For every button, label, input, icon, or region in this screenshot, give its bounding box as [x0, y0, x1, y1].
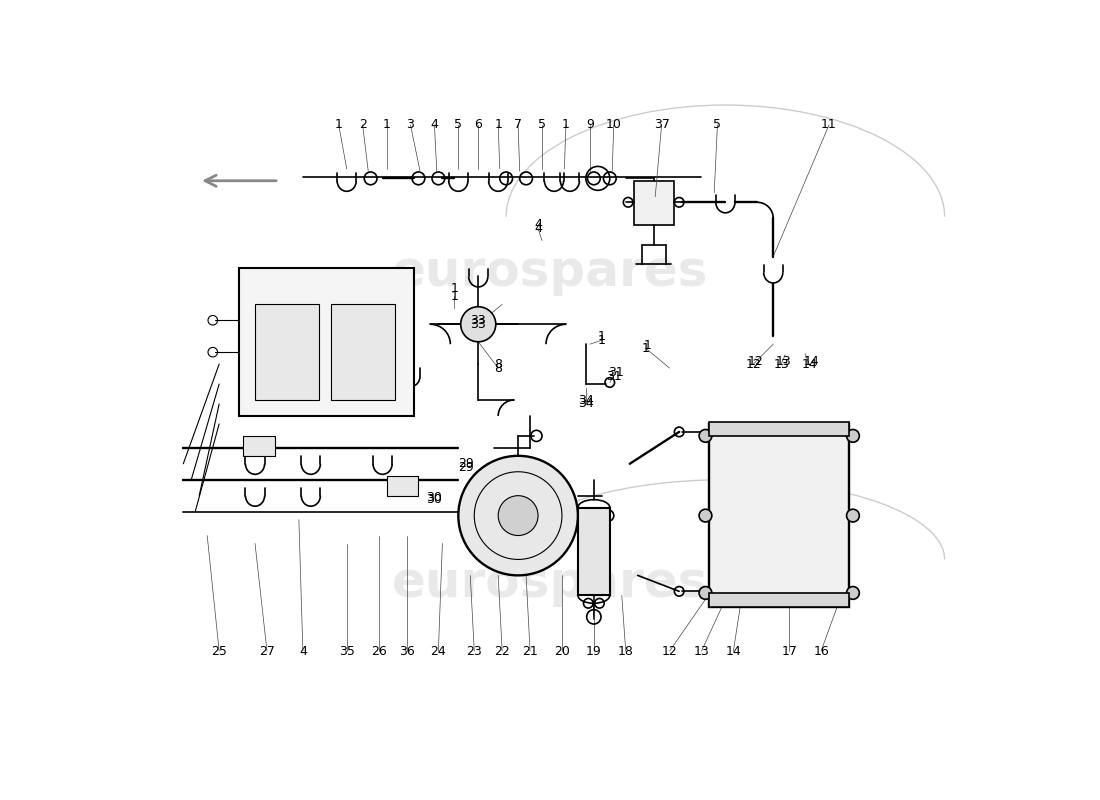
Text: 30: 30: [427, 490, 442, 504]
Text: 13: 13: [773, 358, 789, 370]
Text: 5: 5: [714, 118, 722, 131]
Text: 13: 13: [694, 645, 710, 658]
Circle shape: [700, 510, 712, 522]
Text: 34: 34: [578, 394, 594, 406]
Text: eurospares: eurospares: [392, 249, 708, 297]
Text: 28: 28: [258, 443, 275, 456]
Text: 22: 22: [494, 645, 510, 658]
Text: 14: 14: [801, 358, 817, 370]
Bar: [243, 436, 275, 456]
Text: 12: 12: [662, 645, 678, 658]
Text: 37: 37: [653, 118, 670, 131]
Text: 10: 10: [606, 118, 621, 131]
Text: 21: 21: [522, 645, 538, 658]
Text: 1: 1: [598, 330, 606, 342]
Bar: [331, 304, 395, 400]
Text: 9: 9: [586, 118, 594, 131]
Text: 36: 36: [398, 645, 415, 658]
Bar: [634, 181, 673, 225]
Text: 30: 30: [427, 493, 442, 506]
Text: 34: 34: [578, 398, 594, 410]
Text: 1: 1: [334, 118, 343, 131]
Text: 5: 5: [538, 118, 546, 131]
Text: 14: 14: [804, 355, 820, 368]
Text: 1: 1: [598, 334, 606, 346]
Text: 33: 33: [471, 314, 486, 326]
Text: 6: 6: [474, 118, 482, 131]
Text: 4: 4: [535, 218, 542, 231]
Text: 1: 1: [562, 118, 570, 131]
Text: 28: 28: [258, 446, 275, 458]
Text: 31: 31: [606, 370, 621, 382]
Text: 4: 4: [430, 118, 438, 131]
Bar: [710, 422, 849, 436]
Text: 1: 1: [450, 290, 459, 303]
Text: 1: 1: [450, 282, 459, 295]
Circle shape: [847, 586, 859, 599]
Text: 5: 5: [454, 118, 462, 131]
Text: 4: 4: [535, 222, 542, 235]
Text: 32: 32: [283, 318, 299, 330]
Text: 11: 11: [822, 118, 837, 131]
Text: 1: 1: [641, 342, 650, 354]
Circle shape: [461, 306, 496, 342]
Text: 33: 33: [471, 318, 486, 330]
Text: 12: 12: [746, 358, 761, 370]
Text: 29: 29: [459, 458, 474, 470]
Text: 19: 19: [586, 645, 602, 658]
Bar: [386, 476, 418, 496]
Text: 14: 14: [726, 645, 741, 658]
Bar: [255, 304, 319, 400]
Bar: [710, 424, 849, 607]
Bar: [239, 269, 415, 416]
Text: 1: 1: [383, 118, 390, 131]
Text: 13: 13: [776, 355, 792, 368]
Text: eurospares: eurospares: [392, 559, 708, 607]
Text: 24: 24: [430, 645, 447, 658]
Bar: [710, 593, 849, 607]
Text: 1: 1: [644, 339, 651, 352]
Text: 12: 12: [748, 355, 763, 368]
Circle shape: [847, 430, 859, 442]
Text: 8: 8: [494, 358, 503, 370]
Text: 26: 26: [371, 645, 386, 658]
Text: 31: 31: [608, 366, 624, 378]
Text: 1: 1: [494, 118, 502, 131]
Circle shape: [700, 586, 712, 599]
Circle shape: [700, 430, 712, 442]
Text: 8: 8: [494, 362, 503, 374]
Text: 18: 18: [618, 645, 634, 658]
Text: 4: 4: [299, 645, 307, 658]
Circle shape: [847, 510, 859, 522]
Text: 7: 7: [514, 118, 522, 131]
Text: 3: 3: [407, 118, 415, 131]
Text: 17: 17: [781, 645, 798, 658]
Circle shape: [498, 496, 538, 535]
Circle shape: [459, 456, 578, 575]
Text: 23: 23: [466, 645, 482, 658]
Text: 16: 16: [813, 645, 829, 658]
Text: 35: 35: [339, 645, 354, 658]
Text: 25: 25: [211, 645, 227, 658]
Text: 20: 20: [554, 645, 570, 658]
Text: 32: 32: [283, 314, 299, 326]
Text: 2: 2: [359, 118, 366, 131]
Text: 27: 27: [258, 645, 275, 658]
Bar: [578, 508, 609, 595]
Text: 29: 29: [459, 462, 474, 474]
